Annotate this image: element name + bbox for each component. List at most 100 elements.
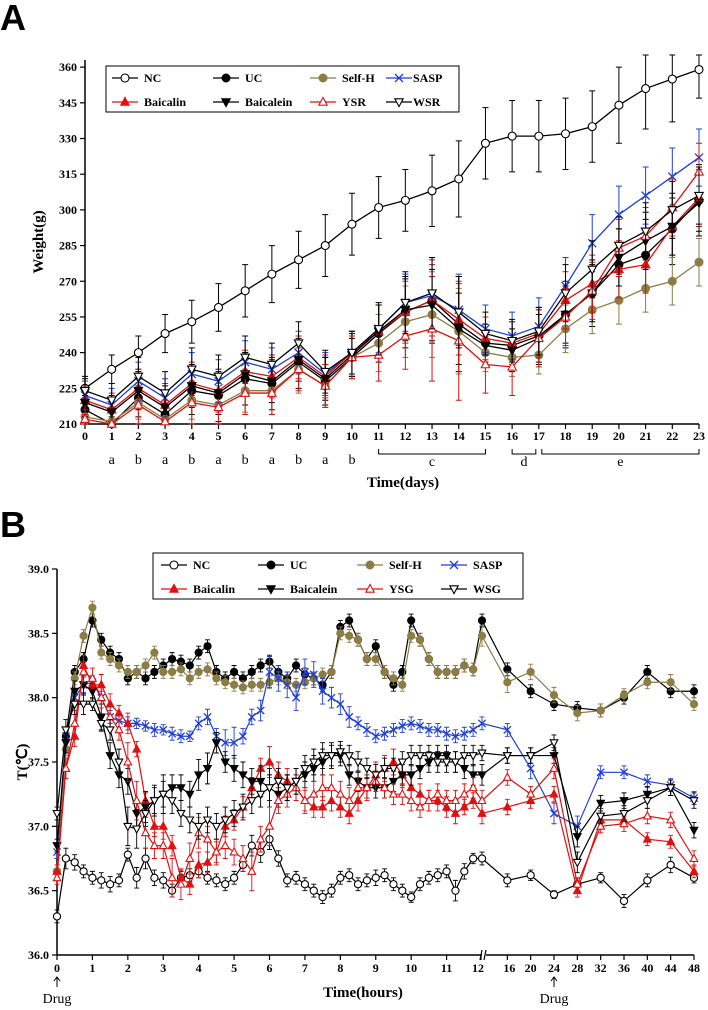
data-point: [344, 771, 354, 781]
data-point: [185, 853, 195, 862]
x-tick-label: 6: [267, 961, 273, 975]
data-point: [480, 138, 490, 148]
data-point: [665, 836, 676, 846]
x-tick-label: 0: [82, 429, 88, 443]
x-tick-label: 4: [189, 429, 195, 443]
phase-label: c: [429, 455, 435, 470]
data-point: [364, 583, 376, 593]
data-point: [123, 718, 133, 727]
legend-label: Baicalein: [245, 95, 293, 109]
data-point: [168, 667, 177, 677]
series-line: [84, 195, 700, 401]
data-point: [52, 810, 62, 819]
legend-item: UC: [213, 71, 262, 85]
data-point: [158, 840, 168, 850]
data-point: [477, 631, 487, 641]
data-point: [415, 721, 425, 731]
series-line: [56, 837, 695, 917]
data-point: [643, 667, 652, 677]
data-point: [193, 822, 204, 832]
data-point: [400, 330, 411, 340]
data-point: [150, 667, 159, 677]
x-tick-label: 7: [269, 429, 275, 443]
data-point: [596, 706, 605, 715]
x-axis-title: Time(days): [367, 475, 439, 491]
data-point: [88, 873, 97, 882]
data-point: [247, 712, 256, 722]
y-tick-label: 330: [59, 132, 77, 146]
data-point: [141, 661, 150, 670]
data-point: [176, 878, 186, 888]
day-code: a: [269, 453, 276, 468]
legend-label: WSG: [473, 582, 501, 596]
legend: NC UC Self-H SASP Baicalin Baicalein YSR WSR: [105, 65, 460, 113]
data-point: [256, 680, 265, 689]
drug-annotation: Drug: [43, 992, 72, 1007]
data-point: [362, 876, 372, 885]
x-tick-label: 14: [453, 429, 465, 443]
data-point: [141, 854, 150, 863]
series-line: [84, 197, 700, 411]
data-point: [79, 867, 88, 876]
data-point: [185, 674, 194, 683]
data-point: [273, 795, 284, 805]
data-point: [572, 858, 583, 868]
data-point: [353, 880, 363, 889]
data-point: [202, 857, 213, 866]
x-tick-label: 3: [160, 961, 166, 975]
data-point: [415, 801, 425, 811]
legend-label: UC: [245, 71, 262, 85]
data-point: [407, 892, 416, 902]
data-point: [229, 846, 239, 856]
data-point: [433, 758, 443, 768]
data-point: [451, 886, 460, 895]
data-point: [345, 712, 354, 722]
data-point: [186, 365, 197, 376]
data-point: [238, 683, 248, 692]
data-point: [79, 631, 88, 641]
y-tick-label: 240: [59, 346, 77, 360]
data-point: [347, 219, 357, 229]
data-point: [503, 725, 512, 734]
data-point: [220, 98, 232, 108]
data-point: [380, 871, 389, 880]
data-point: [389, 880, 398, 889]
data-point: [525, 788, 536, 798]
data-point: [507, 361, 518, 371]
data-point: [96, 719, 106, 729]
data-point: [320, 367, 331, 378]
data-point: [371, 654, 380, 664]
data-point: [282, 784, 292, 794]
data-point: [441, 795, 452, 805]
data-point: [194, 719, 203, 728]
data-point: [52, 842, 62, 851]
data-point: [202, 816, 213, 826]
data-point: [240, 353, 251, 364]
data-point: [371, 642, 380, 651]
x-tick-label: 16: [506, 429, 518, 443]
y-tick-label: 38.5: [28, 626, 49, 640]
legend-label: Self-H: [389, 558, 422, 572]
data-point: [373, 325, 384, 335]
data-point: [70, 687, 80, 697]
data-point: [293, 339, 304, 349]
data-point: [441, 758, 452, 768]
data-point: [318, 670, 327, 679]
data-point: [468, 752, 478, 761]
legend-item: Self-H: [310, 71, 375, 85]
data-point: [79, 413, 91, 424]
data-point: [247, 667, 256, 677]
data-point: [642, 797, 653, 806]
x-tick-label: 19: [586, 429, 598, 443]
data-point: [238, 803, 248, 813]
data-point: [641, 83, 651, 94]
data-point: [240, 286, 250, 296]
x-tick-label: 6: [242, 429, 248, 443]
data-point: [459, 764, 469, 774]
data-point: [560, 129, 571, 139]
data-point: [415, 635, 425, 644]
data-point: [149, 840, 160, 850]
legend-item: Baicalein: [213, 95, 293, 109]
data-point: [371, 771, 381, 781]
